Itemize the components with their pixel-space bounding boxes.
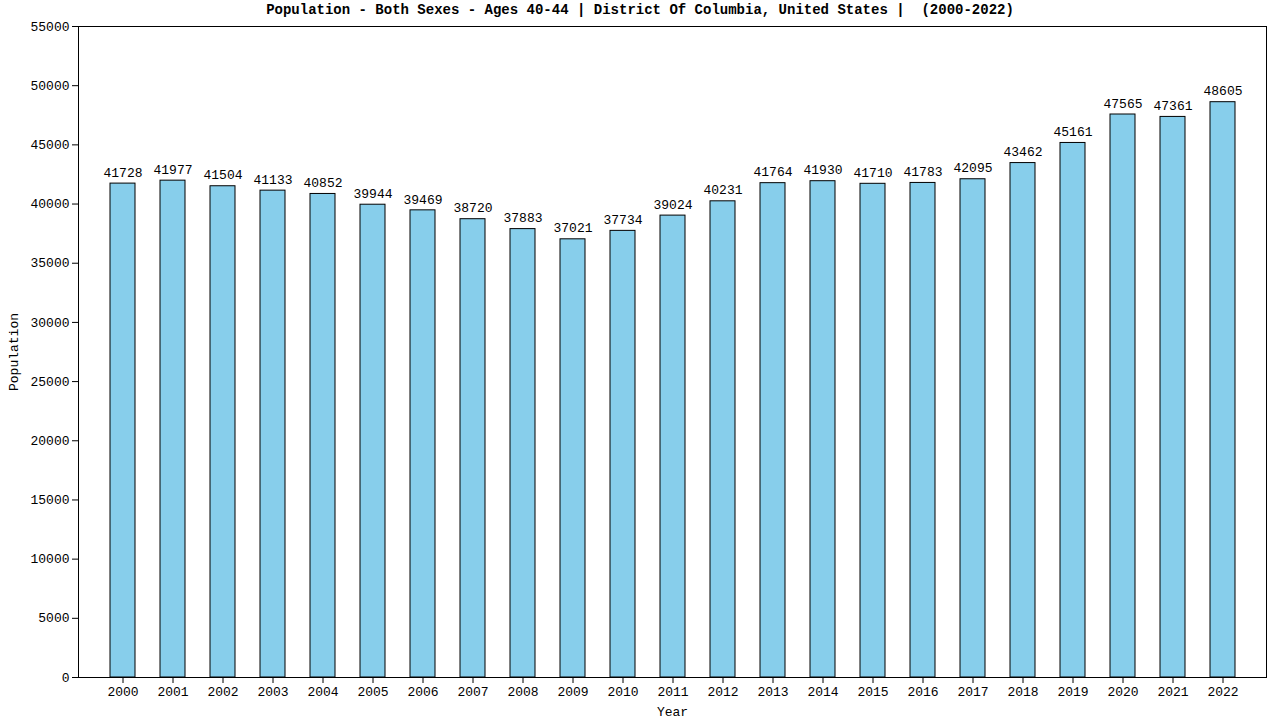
svg-text:2010: 2010 (607, 685, 638, 700)
svg-text:38720: 38720 (453, 201, 492, 216)
svg-text:39944: 39944 (353, 187, 392, 202)
svg-text:2004: 2004 (307, 685, 338, 700)
svg-text:2001: 2001 (157, 685, 188, 700)
svg-text:41133: 41133 (253, 173, 292, 188)
svg-text:2011: 2011 (657, 685, 688, 700)
svg-text:25000: 25000 (30, 375, 69, 390)
svg-text:2016: 2016 (907, 685, 938, 700)
svg-text:2002: 2002 (207, 685, 238, 700)
svg-text:41504: 41504 (203, 168, 242, 183)
svg-text:41783: 41783 (903, 165, 942, 180)
svg-text:47565: 47565 (1103, 97, 1142, 112)
svg-text:2015: 2015 (857, 685, 888, 700)
svg-text:42095: 42095 (953, 161, 992, 176)
svg-text:0: 0 (62, 671, 70, 686)
svg-text:Year: Year (657, 705, 688, 720)
svg-text:37734: 37734 (603, 213, 642, 228)
svg-text:41977: 41977 (153, 163, 192, 178)
svg-text:5000: 5000 (38, 611, 69, 626)
svg-text:45000: 45000 (30, 138, 69, 153)
svg-text:2008: 2008 (507, 685, 538, 700)
svg-text:41710: 41710 (853, 166, 892, 181)
svg-text:40852: 40852 (303, 176, 342, 191)
svg-text:39024: 39024 (653, 198, 692, 213)
svg-text:2014: 2014 (807, 685, 838, 700)
svg-text:2005: 2005 (357, 685, 388, 700)
svg-text:43462: 43462 (1003, 145, 1042, 160)
svg-text:41930: 41930 (803, 163, 842, 178)
svg-text:2000: 2000 (107, 685, 138, 700)
svg-text:2006: 2006 (407, 685, 438, 700)
svg-text:2017: 2017 (957, 685, 988, 700)
svg-text:2020: 2020 (1107, 685, 1138, 700)
svg-text:41728: 41728 (103, 166, 142, 181)
svg-text:50000: 50000 (30, 79, 69, 94)
svg-text:45161: 45161 (1053, 125, 1092, 140)
html-text:Population - Both Sexes - Ages: Population - Both Sexes - Ages 40-44 | D… (266, 2, 1014, 18)
svg-text:2013: 2013 (757, 685, 788, 700)
svg-text:55000: 55000 (30, 20, 69, 35)
svg-text:15000: 15000 (30, 493, 69, 508)
svg-text:30000: 30000 (30, 316, 69, 331)
svg-text:2018: 2018 (1007, 685, 1038, 700)
svg-text:2012: 2012 (707, 685, 738, 700)
svg-text:2021: 2021 (1157, 685, 1188, 700)
svg-text:20000: 20000 (30, 434, 69, 449)
svg-text:10000: 10000 (30, 552, 69, 567)
svg-text:47361: 47361 (1153, 99, 1192, 114)
svg-text:2022: 2022 (1207, 685, 1238, 700)
svg-text:2007: 2007 (457, 685, 488, 700)
svg-text:2003: 2003 (257, 685, 288, 700)
svg-text:37021: 37021 (553, 221, 592, 236)
svg-text:40000: 40000 (30, 197, 69, 212)
svg-text:39469: 39469 (403, 192, 442, 207)
svg-text:2009: 2009 (557, 685, 588, 700)
svg-text:40231: 40231 (703, 183, 742, 198)
svg-text:35000: 35000 (30, 256, 69, 271)
svg-text:2019: 2019 (1057, 685, 1088, 700)
svg-text:48605: 48605 (1203, 84, 1242, 99)
svg-text:Population: Population (7, 313, 22, 391)
svg-text:41764: 41764 (753, 165, 792, 180)
svg-text:37883: 37883 (503, 211, 542, 226)
